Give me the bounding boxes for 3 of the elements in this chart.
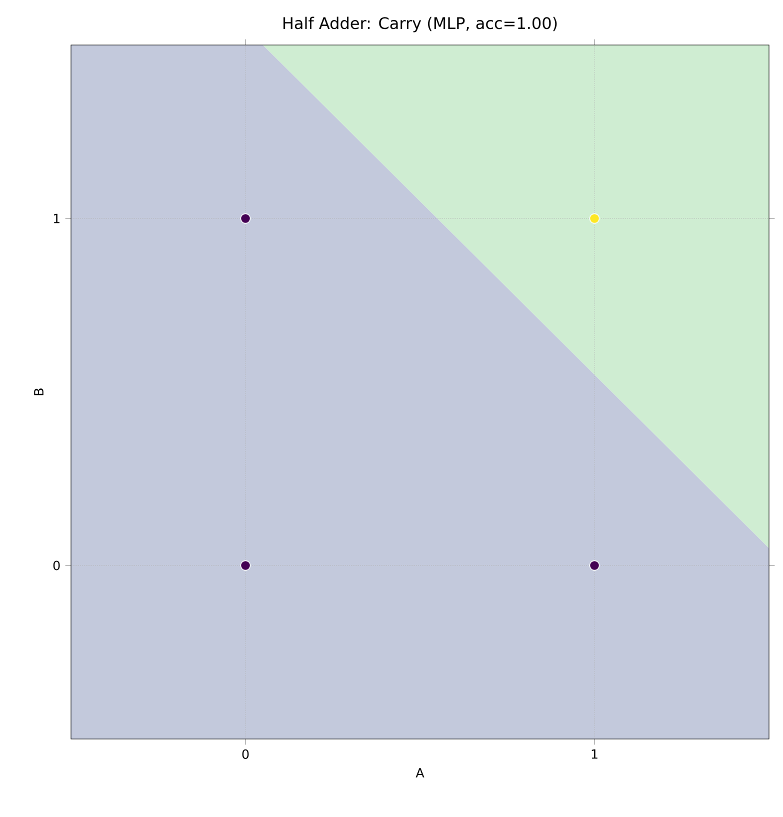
x-axis-title: A <box>416 768 424 778</box>
chart-title: Half Adder: Carry (MLP, acc=1.00) <box>283 16 557 32</box>
y-axis-title: B <box>34 388 44 396</box>
